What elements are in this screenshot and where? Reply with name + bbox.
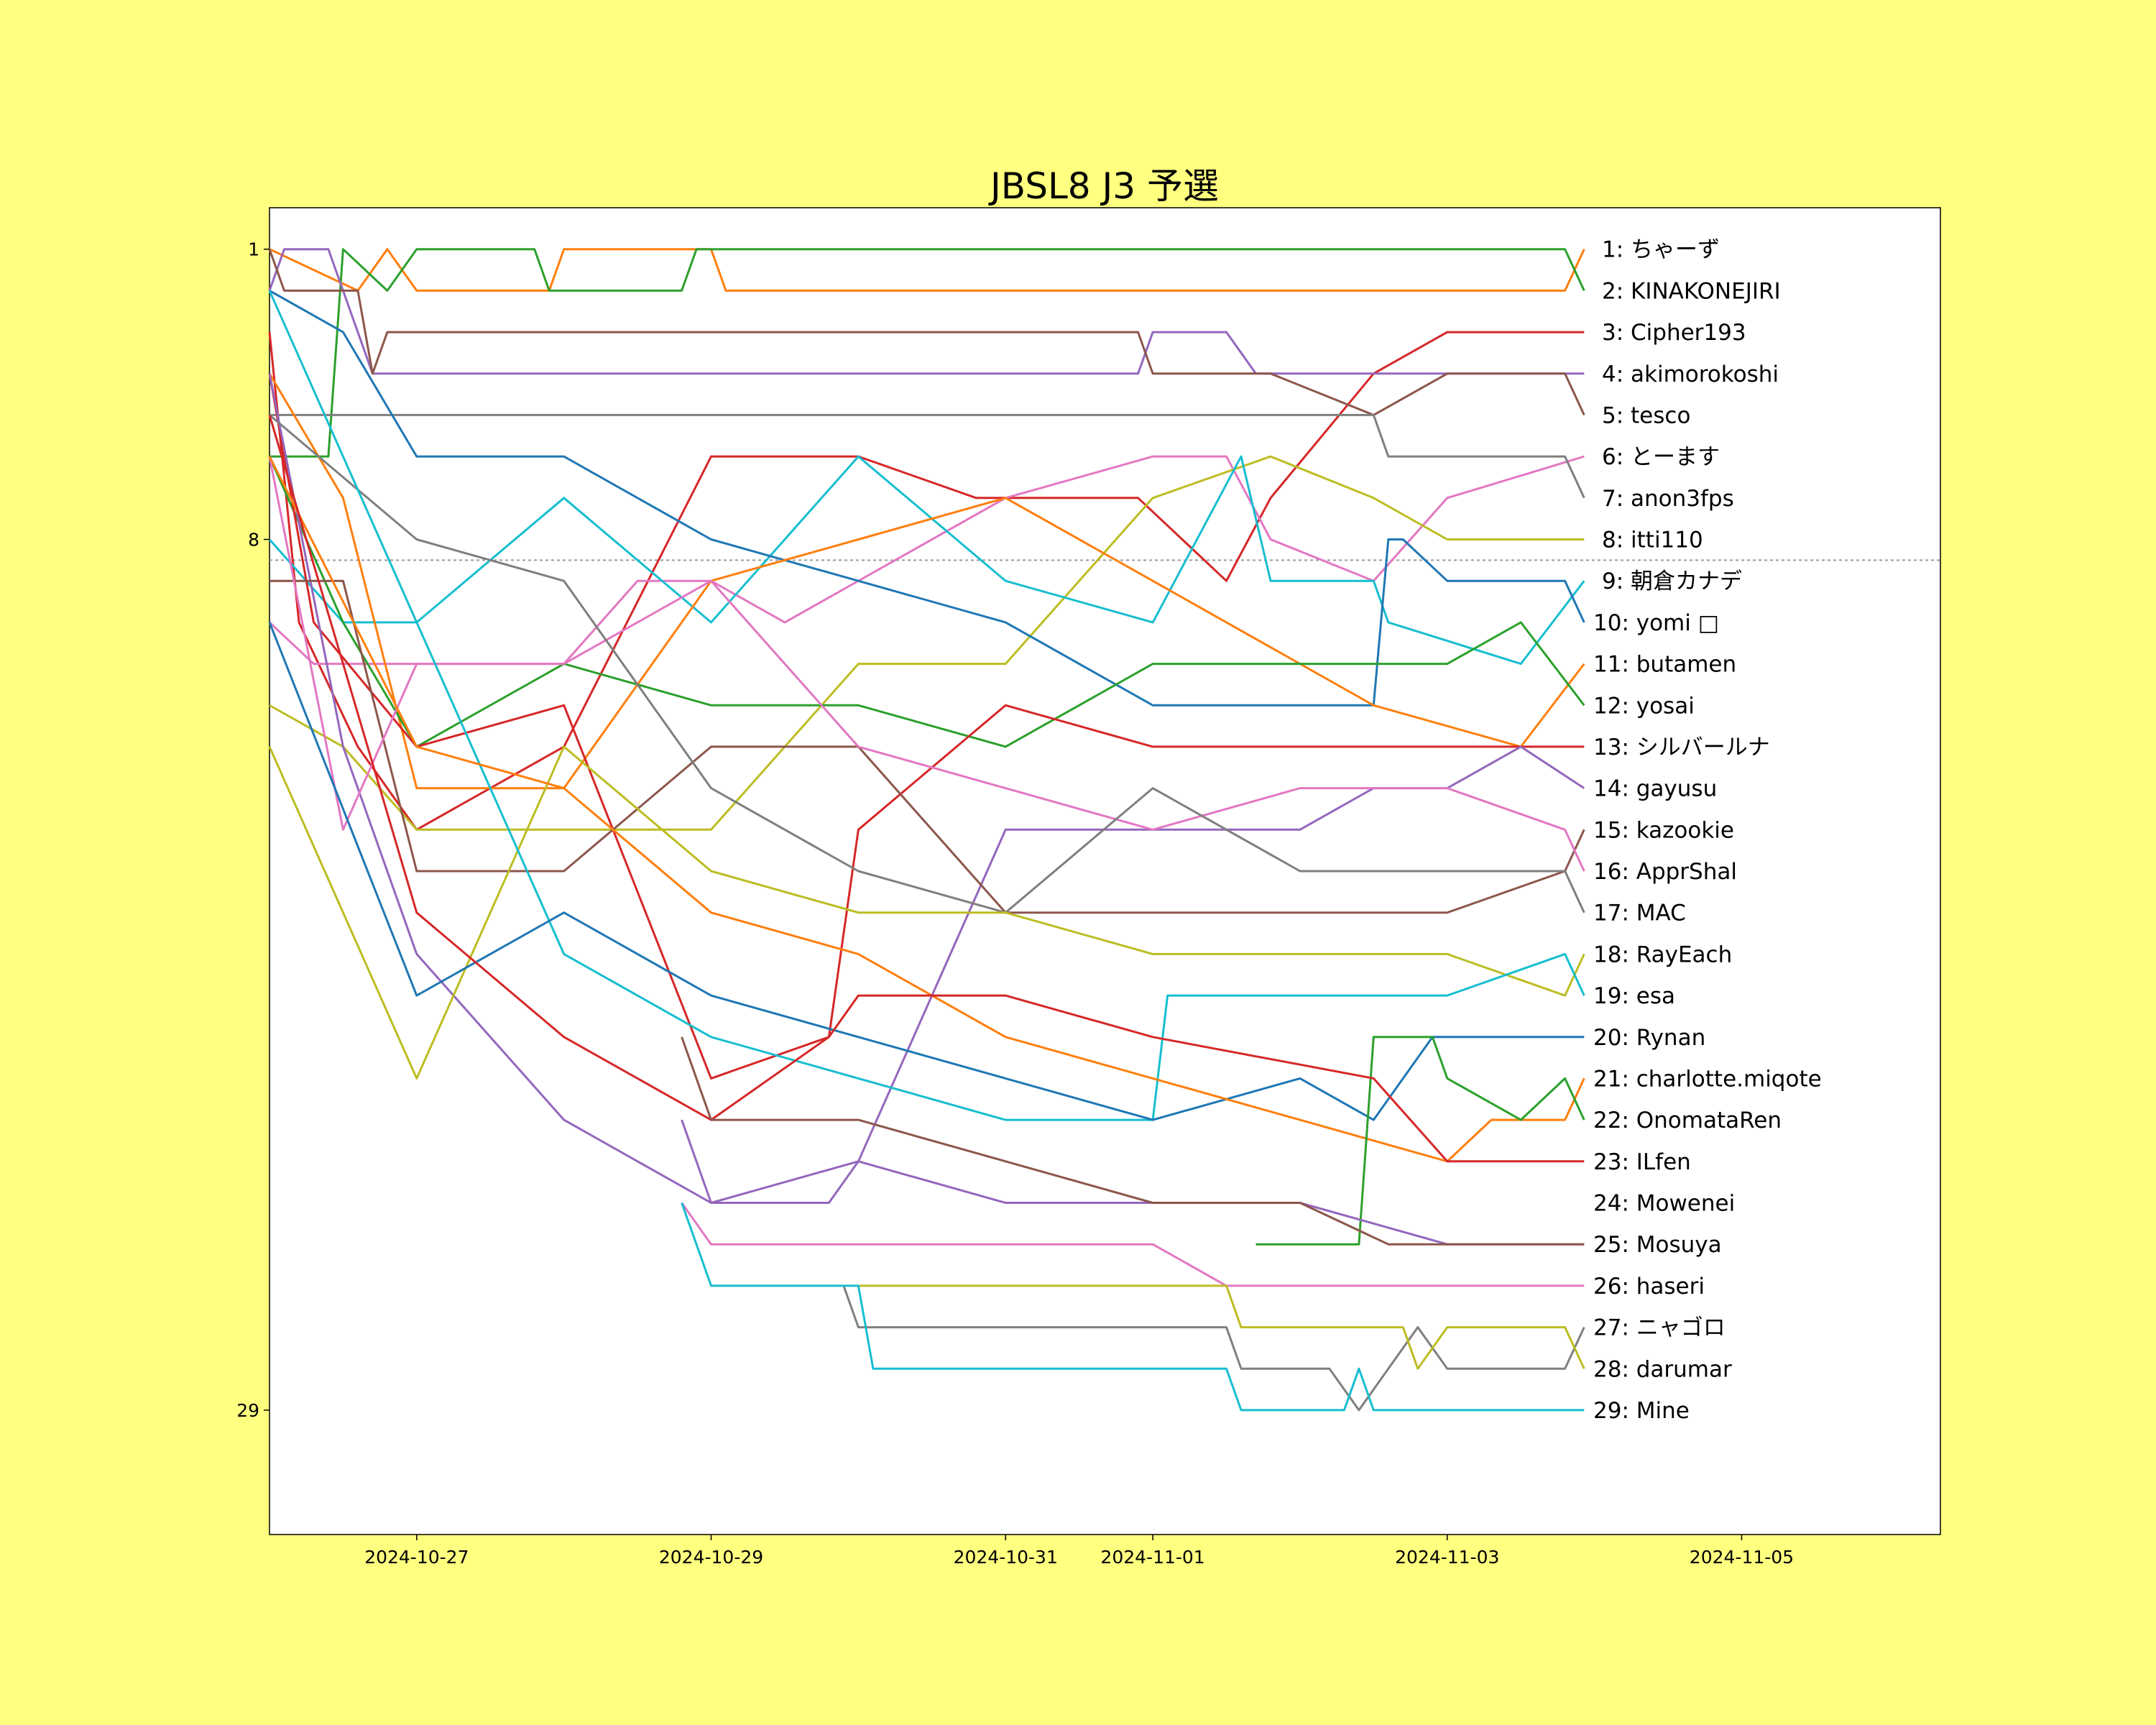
series-label-12: 12: yosai bbox=[1593, 693, 1695, 719]
series-line-11 bbox=[268, 373, 1585, 790]
series-line-26 bbox=[681, 1202, 1585, 1287]
series-line-8 bbox=[269, 455, 1585, 831]
series-lines bbox=[268, 248, 1585, 1412]
series-line-12 bbox=[268, 456, 1585, 748]
series-line-22 bbox=[1256, 1036, 1585, 1246]
series-label-3: 3: Cipher193 bbox=[1602, 320, 1746, 346]
series-label-7: 7: anon3fps bbox=[1602, 486, 1734, 512]
series-label-27: 27: ニャゴロ bbox=[1593, 1315, 1726, 1341]
series-line-20 bbox=[268, 622, 1585, 1121]
y-tick-label: 1 bbox=[248, 239, 259, 260]
x-tick-label: 2024-11-05 bbox=[1690, 1547, 1794, 1568]
series-line-27 bbox=[842, 1285, 1585, 1412]
series-label-26: 26: haseri bbox=[1593, 1274, 1705, 1300]
series-line-21 bbox=[268, 456, 1585, 1163]
series-label-15: 15: kazookie bbox=[1593, 817, 1734, 843]
series-line-15 bbox=[270, 579, 1585, 914]
series-label-11: 11: butamen bbox=[1593, 652, 1736, 678]
series-line-29 bbox=[681, 1202, 1585, 1412]
series-label-5: 5: tesco bbox=[1602, 402, 1690, 428]
series-labels: 1: ちゃーず 2: KINAKONEJIRI 3: Cipher193 4: aki… bbox=[1593, 237, 1822, 1424]
x-axis: 2024-10-27 2024-10-29 2024-10-31 2024-11-01… bbox=[364, 1535, 1794, 1568]
series-label-8: 8: itti110 bbox=[1602, 528, 1703, 553]
x-tick-label: 2024-10-31 bbox=[954, 1547, 1058, 1568]
series-label-6: 6: とーます bbox=[1602, 444, 1720, 470]
series-label-4: 4: akimorokoshi bbox=[1602, 362, 1779, 387]
series-label-21: 21: charlotte.miqote bbox=[1593, 1066, 1822, 1092]
series-line-24 bbox=[681, 1119, 1585, 1246]
series-line-10 bbox=[269, 290, 1585, 707]
y-tick-label: 29 bbox=[236, 1400, 259, 1421]
series-label-22: 22: OnomataRen bbox=[1593, 1108, 1782, 1133]
chart-title: JBSL8 J3 予選 bbox=[988, 165, 1219, 207]
series-line-16 bbox=[268, 456, 1585, 872]
series-line-5 bbox=[268, 249, 1585, 416]
x-tick-label: 2024-11-01 bbox=[1100, 1547, 1204, 1568]
x-tick-label: 2024-10-27 bbox=[364, 1547, 469, 1568]
x-tick-label: 2024-11-03 bbox=[1395, 1547, 1499, 1568]
series-label-25: 25: Mosuya bbox=[1593, 1232, 1722, 1258]
series-line-28 bbox=[858, 1284, 1585, 1370]
series-label-29: 29: Mine bbox=[1593, 1398, 1690, 1424]
series-line-7 bbox=[270, 413, 1585, 499]
series-label-16: 16: ApprShal bbox=[1593, 859, 1737, 885]
series-label-17: 17: MAC bbox=[1593, 901, 1686, 926]
series-line-4 bbox=[268, 248, 1585, 375]
series-label-19: 19: esa bbox=[1593, 983, 1675, 1009]
series-label-10: 10: yomi □ bbox=[1593, 610, 1719, 636]
series-line-19 bbox=[268, 290, 1585, 1121]
series-line-2 bbox=[270, 248, 1585, 458]
series-label-14: 14: gayusu bbox=[1593, 776, 1717, 802]
series-label-18: 18: RayEach bbox=[1593, 942, 1732, 967]
series-label-2: 2: KINAKONEJIRI bbox=[1602, 278, 1781, 304]
series-line-3 bbox=[268, 331, 1585, 831]
series-label-1: 1: ちゃーず bbox=[1602, 237, 1720, 263]
series-label-13: 13: シルバールナ bbox=[1593, 735, 1770, 760]
series-label-28: 28: darumar bbox=[1593, 1356, 1732, 1382]
series-label-9: 9: 朝倉カナデ bbox=[1602, 569, 1742, 594]
series-line-1 bbox=[269, 248, 1585, 292]
series-label-24: 24: Mowenei bbox=[1593, 1191, 1735, 1217]
series-line-9 bbox=[268, 455, 1585, 666]
y-tick-label: 8 bbox=[248, 530, 259, 551]
series-line-25 bbox=[681, 1036, 1585, 1246]
series-line-23 bbox=[268, 414, 1585, 1163]
series-label-23: 23: ILfen bbox=[1593, 1149, 1691, 1175]
x-tick-label: 2024-10-29 bbox=[659, 1547, 763, 1568]
series-label-20: 20: Rynan bbox=[1593, 1025, 1705, 1051]
